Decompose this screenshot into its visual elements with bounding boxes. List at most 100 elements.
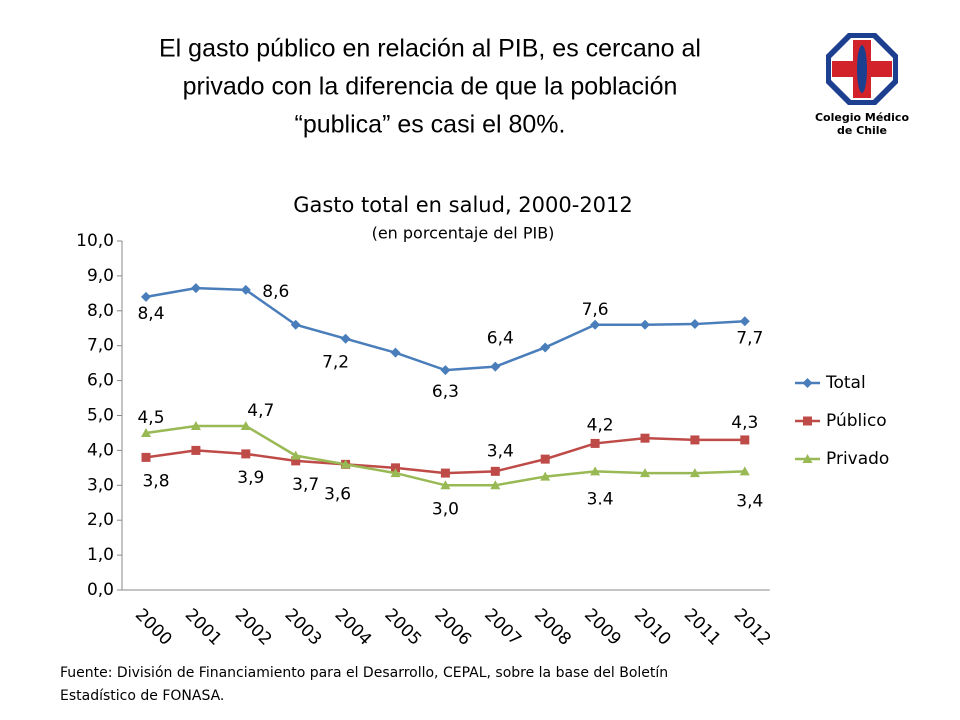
marker	[291, 456, 301, 466]
y-tick-label: 6,0	[87, 371, 114, 391]
data-label: 3.4	[587, 489, 614, 509]
data-label: 7,6	[582, 300, 609, 320]
marker	[640, 319, 650, 330]
marker	[640, 433, 650, 443]
marker	[141, 291, 151, 302]
marker	[540, 471, 551, 481]
heading-line: El gasto público en relación al PIB, es …	[159, 35, 701, 63]
data-label: 3,0	[432, 499, 459, 519]
marker	[490, 361, 501, 372]
x-tick-label: 2001	[181, 605, 226, 650]
marker	[340, 459, 351, 469]
y-tick-label: 1,0	[87, 545, 114, 565]
x-tick-label: 2010	[630, 605, 675, 650]
data-label: 3,6	[324, 484, 351, 504]
y-tick-label: 0,0	[87, 580, 114, 600]
marker	[803, 416, 812, 426]
marker	[141, 452, 151, 462]
heading-line: “publica” es casi el 80%.	[295, 111, 566, 139]
marker	[690, 435, 700, 445]
marker	[540, 454, 550, 464]
legend-label: Público	[826, 411, 887, 431]
marker	[802, 378, 813, 388]
legend-label: Total	[825, 373, 866, 393]
x-tick-label: 2000	[131, 605, 176, 650]
data-label: 7,7	[736, 328, 763, 348]
x-tick-label: 2004	[331, 605, 376, 650]
data-label: 3,9	[237, 468, 264, 488]
data-label: 3,4	[736, 491, 763, 511]
x-tick-label: 2005	[380, 605, 425, 650]
y-tick-label: 2,0	[87, 510, 114, 530]
marker	[240, 420, 251, 430]
marker	[440, 480, 451, 490]
source: Estadístico de FONASA.	[60, 688, 224, 704]
x-tick-label: 2002	[231, 605, 276, 650]
marker	[391, 463, 400, 473]
y-tick-label: 7,0	[87, 336, 114, 356]
logo-text: de Chile	[837, 124, 887, 137]
marker	[191, 445, 201, 455]
x-tick-label: 2008	[530, 605, 575, 650]
data-label: 4,5	[137, 408, 164, 428]
y-tick-label: 8,0	[87, 301, 114, 321]
x-tick-label: 2012	[730, 605, 775, 650]
marker	[640, 468, 650, 478]
x-tick-label: 2011	[680, 605, 725, 650]
heading-line: privado con la diferencia de que la pobl…	[183, 73, 678, 101]
data-label: 3,8	[142, 471, 169, 491]
data-label: 8,6	[262, 282, 289, 302]
marker	[740, 435, 750, 445]
data-label: 4,3	[731, 413, 758, 433]
marker	[240, 284, 251, 295]
marker	[739, 316, 750, 327]
legend-label: Privado	[826, 449, 889, 469]
marker	[689, 468, 700, 478]
x-tick-label: 2006	[430, 605, 475, 650]
series-line	[145, 436, 745, 475]
marker	[141, 427, 151, 437]
data-label: 8,4	[137, 304, 164, 324]
x-tick-label: 2007	[480, 605, 525, 650]
chart-title: Gasto total en salud, 2000-2012	[293, 193, 633, 217]
data-label: 4,2	[587, 415, 614, 435]
marker	[540, 342, 551, 353]
source: Fuente: División de Financiamiento para …	[60, 665, 668, 681]
data-label: 6,3	[432, 382, 459, 402]
y-tick-label: 10,0	[76, 231, 114, 251]
marker	[739, 466, 750, 476]
marker	[490, 466, 500, 476]
marker	[241, 449, 251, 459]
data-label: 3,4	[487, 441, 514, 461]
y-tick-label: 9,0	[87, 266, 114, 286]
marker	[440, 468, 450, 478]
marker	[190, 420, 201, 430]
y-tick-label: 3,0	[87, 475, 114, 495]
logo-text: Colegio Médico	[815, 111, 909, 124]
x-tick-label: 2009	[580, 605, 625, 650]
marker	[440, 365, 451, 376]
marker	[490, 480, 501, 490]
marker	[290, 450, 301, 460]
data-label: 7,2	[322, 353, 349, 373]
marker	[390, 347, 401, 358]
data-label: 6,4	[487, 329, 514, 349]
marker	[340, 333, 351, 344]
marker	[290, 319, 301, 330]
marker	[590, 466, 601, 476]
marker	[590, 319, 601, 330]
data-label: 3,7	[292, 475, 319, 495]
chart-subtitle: (en porcentaje del PIB)	[372, 224, 555, 243]
marker	[802, 454, 813, 463]
data-label: 4,7	[247, 401, 274, 421]
marker	[190, 283, 201, 294]
y-tick-label: 5,0	[87, 406, 114, 426]
marker	[689, 319, 700, 330]
x-tick-label: 2003	[281, 605, 326, 650]
logo: Colegio Médico de Chile	[815, 33, 909, 137]
marker	[390, 468, 401, 478]
series-line	[145, 286, 745, 372]
y-tick-label: 4,0	[87, 440, 114, 460]
marker	[590, 438, 600, 448]
